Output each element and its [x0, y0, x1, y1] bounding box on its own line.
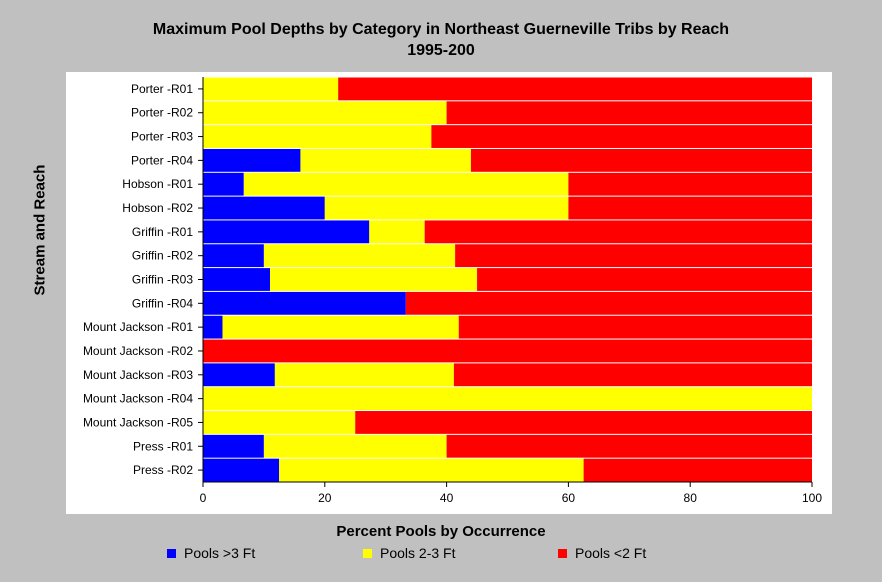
plot-panel: Porter -R01 Porter -R02 Porter -R03 Porter …	[66, 72, 832, 514]
y-tick-label: Mount Jackson -R04	[83, 392, 193, 406]
bar-mount-jackson-r01-series-0	[203, 315, 223, 339]
bar-griffin-r01-series-1	[369, 220, 425, 244]
bar-hobson-r02-series-0	[203, 196, 325, 220]
bar-griffin-r04-series-2	[405, 291, 812, 315]
legend-swatch-medium	[363, 548, 372, 558]
bar-griffin-r02-series-0	[203, 244, 264, 268]
y-tick-label: Griffin -R04	[132, 296, 193, 310]
x-tick-label: 40	[440, 491, 454, 505]
legend-item-deep: Pools >3 Ft	[167, 545, 255, 561]
y-axis-label: Stream and Reach	[31, 164, 49, 296]
y-tick-label: Porter -R04	[131, 153, 193, 167]
bar-press-r01-series-1	[263, 434, 447, 458]
y-tick-label: Griffin -R02	[132, 249, 193, 263]
legend-label-shallow: Pools <2 Ft	[575, 545, 647, 561]
y-tick-label: Mount Jackson -R03	[83, 368, 193, 382]
bar-mount-jackson-r03-series-2	[453, 363, 812, 387]
chart-title: Maximum Pool Depths by Category in North…	[152, 21, 730, 38]
y-tick-label: Hobson -R01	[122, 177, 193, 191]
bar-press-r01-series-2	[446, 434, 812, 458]
legend-label-medium: Pools 2-3 Ft	[380, 545, 456, 561]
bar-griffin-r02-series-1	[263, 244, 456, 268]
bar-griffin-r03-series-1	[269, 268, 478, 291]
bar-porter-r02-series-2	[446, 101, 812, 125]
x-tick-label: 0	[200, 491, 207, 505]
y-tick-label: Porter -R02	[131, 106, 193, 120]
bar-griffin-r04-series-0	[203, 291, 406, 315]
y-tick-label: Mount Jackson -R05	[83, 415, 193, 429]
x-tick-label: 20	[318, 491, 332, 505]
bar-press-r01-series-0	[203, 434, 264, 458]
y-tick-label: Griffin -R03	[132, 273, 193, 287]
x-tick-label: 80	[684, 491, 698, 505]
y-tick-label: Griffin -R01	[132, 225, 193, 239]
bar-porter-r04-series-2	[470, 148, 812, 172]
bar-griffin-r01-series-2	[424, 220, 812, 244]
bar-porter-r04-series-0	[203, 148, 301, 172]
bar-press-r02-series-1	[279, 458, 584, 482]
y-tick-label: Mount Jackson -R01	[83, 320, 193, 334]
x-tick-label: 60	[562, 491, 576, 505]
bar-griffin-r03-series-2	[477, 268, 812, 291]
bar-porter-r02-series-1	[203, 101, 447, 125]
bar-press-r02-series-0	[203, 458, 280, 482]
y-tick-label: Mount Jackson -R02	[83, 344, 193, 358]
bar-hobson-r01-series-1	[243, 172, 569, 196]
bar-griffin-r03-series-0	[203, 268, 270, 291]
bar-porter-r03-series-1	[203, 125, 432, 148]
legend-item-medium: Pools 2-3 Ft	[363, 545, 455, 561]
y-tick-label: Hobson -R02	[122, 201, 193, 215]
bar-porter-r01-series-1	[203, 77, 339, 101]
bar-griffin-r02-series-2	[455, 244, 812, 268]
bar-hobson-r01-series-0	[203, 172, 244, 196]
legend-item-shallow: Pools <2 Ft	[558, 545, 646, 561]
bar-mount-jackson-r04-series-1	[203, 387, 812, 411]
legend-label-deep: Pools >3 Ft	[184, 545, 256, 561]
y-tick-label: Press -R02	[133, 463, 193, 477]
bar-mount-jackson-r03-series-0	[203, 363, 275, 387]
bar-porter-r04-series-1	[300, 148, 471, 172]
bar-mount-jackson-r02-series-2	[203, 339, 812, 363]
y-tick-label: Porter -R03	[131, 130, 193, 144]
bar-hobson-r02-series-2	[568, 196, 812, 220]
y-tick-label: Press -R01	[133, 439, 193, 453]
bar-porter-r01-series-2	[338, 77, 812, 101]
bar-porter-r03-series-2	[431, 125, 812, 148]
bar-mount-jackson-r01-series-2	[458, 315, 812, 339]
legend-swatch-shallow	[558, 548, 567, 558]
chart-subtitle: 1995-200	[407, 42, 475, 59]
bar-hobson-r01-series-2	[568, 172, 812, 196]
x-tick-label: 100	[802, 491, 822, 505]
bar-mount-jackson-r05-series-1	[203, 411, 356, 434]
bar-mount-jackson-r01-series-1	[222, 315, 459, 339]
bar-hobson-r02-series-1	[324, 196, 569, 220]
bar-mount-jackson-r05-series-2	[355, 411, 812, 434]
bar-press-r02-series-2	[583, 458, 812, 482]
y-tick-label: Porter -R01	[131, 82, 193, 96]
bar-chart: Porter -R01 Porter -R02 Porter -R03 Porter …	[83, 77, 822, 505]
bar-griffin-r01-series-0	[203, 220, 370, 244]
legend-swatch-deep	[167, 548, 176, 558]
x-axis-label: Percent Pools by Occurrence	[336, 523, 546, 540]
bar-mount-jackson-r03-series-1	[274, 363, 454, 387]
